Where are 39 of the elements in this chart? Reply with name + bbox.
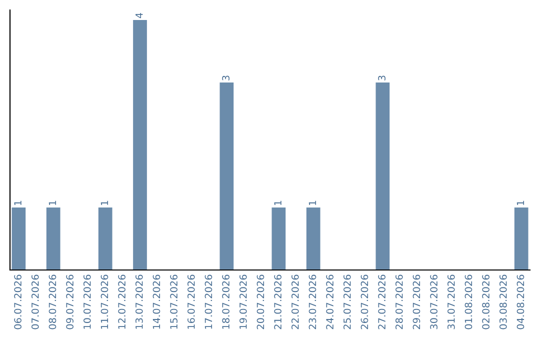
x-tick-label: 07.07.2026 bbox=[31, 274, 39, 330]
x-tick-label: 23.07.2026 bbox=[308, 274, 316, 330]
x-tick-label: 15.07.2026 bbox=[170, 274, 178, 329]
x-tick-label: 18.07.2026 bbox=[222, 274, 230, 329]
data-label: 3 bbox=[222, 76, 230, 80]
x-tick-label: 12.07.2026 bbox=[118, 274, 126, 329]
x-tick-label: 16.07.2026 bbox=[187, 274, 195, 329]
x-tick-label: 30.07.2026 bbox=[430, 274, 438, 330]
x-tick-label: 28.07.2026 bbox=[395, 274, 403, 330]
x-tick-label: 22.07.2026 bbox=[291, 274, 299, 330]
x-tick-label: 20.07.2026 bbox=[256, 274, 264, 330]
x-tick-label: 14.07.2026 bbox=[152, 274, 160, 329]
x-tick-label: 21.07.2026 bbox=[274, 274, 282, 330]
x-tick-label: 27.07.2026 bbox=[378, 274, 386, 330]
x-tick-label: 25.07.2026 bbox=[343, 274, 351, 330]
x-tick-label: 06.07.2026 bbox=[14, 274, 22, 330]
data-label: 1 bbox=[274, 200, 282, 206]
x-tick-label: 04.08.2026 bbox=[516, 274, 524, 330]
x-tick-label: 02.08.2026 bbox=[482, 274, 490, 330]
data-label: 1 bbox=[516, 200, 524, 206]
x-tick-label: 26.07.2026 bbox=[360, 274, 368, 330]
x-tick-label: 01.08.2026 bbox=[464, 274, 472, 330]
x-tick-label: 13.07.2026 bbox=[135, 274, 143, 329]
data-label: 1 bbox=[308, 200, 316, 206]
data-label: 1 bbox=[100, 200, 108, 206]
x-tick-label: 19.07.2026 bbox=[239, 274, 247, 329]
data-label: 4 bbox=[136, 12, 143, 18]
x-tick-label: 09.07.2026 bbox=[66, 274, 74, 330]
data-label: 1 bbox=[48, 200, 56, 206]
x-tick-label: 24.07.2026 bbox=[326, 274, 334, 330]
data-label: 1 bbox=[14, 200, 22, 206]
x-tick-label: 31.07.2026 bbox=[447, 274, 455, 330]
x-tick-label: 10.07.2026 bbox=[83, 274, 91, 329]
x-tick-label: 29.07.2026 bbox=[412, 274, 420, 330]
x-tick-label: 03.08.2026 bbox=[499, 274, 507, 330]
x-tick-label: 11.07.2026 bbox=[100, 274, 108, 329]
x-tick-label: 08.07.2026 bbox=[48, 274, 56, 330]
x-tick-label: 17.07.2026 bbox=[204, 274, 212, 329]
data-label: 3 bbox=[378, 76, 386, 80]
